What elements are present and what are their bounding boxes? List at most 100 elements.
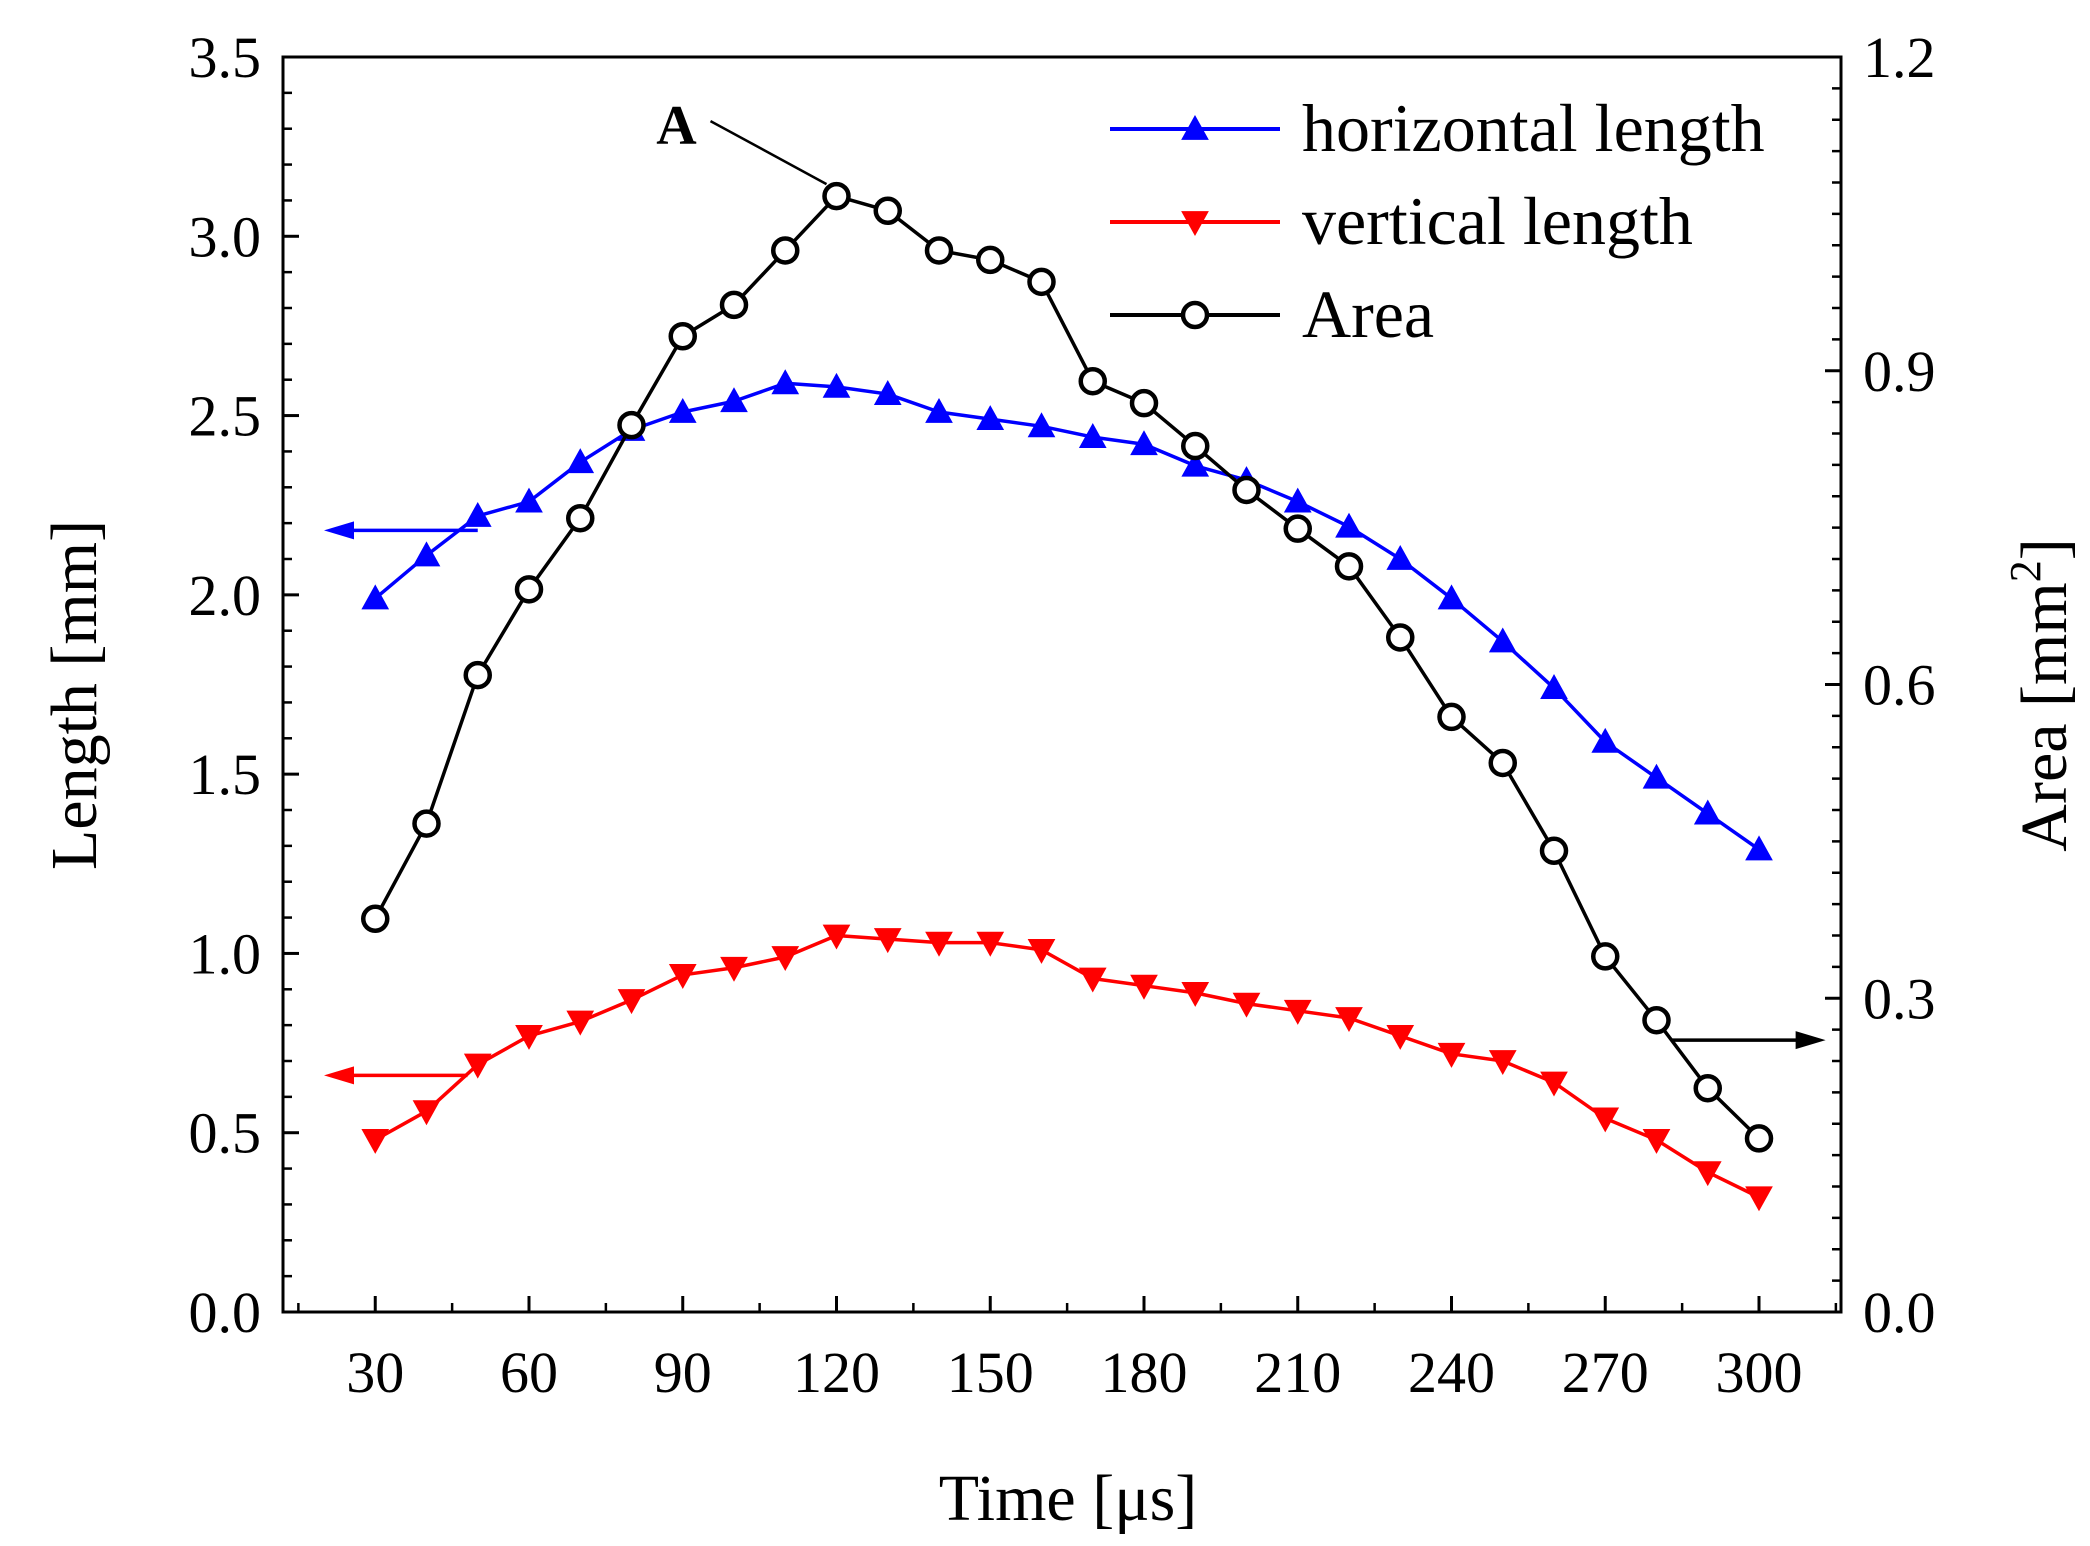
legend-marker (1180, 300, 1210, 330)
data-point-vertical-length (1335, 1007, 1363, 1033)
data-point-area (1642, 1005, 1671, 1035)
data-point-vertical-length (771, 946, 800, 972)
data-point-horizontal-length (1335, 512, 1363, 538)
data-point-area (1386, 623, 1415, 652)
data-point-vertical-length (617, 989, 646, 1015)
y-right-tick-label: 0.3 (1863, 966, 1936, 1031)
data-point-vertical-length (873, 928, 902, 954)
data-point-area (1591, 942, 1620, 971)
data-point-horizontal-length (1283, 487, 1312, 513)
data-point-area (1693, 1073, 1722, 1103)
data-point-area (1744, 1124, 1774, 1153)
data-point-horizontal-length (976, 405, 1005, 431)
data-point-vertical-length (1232, 992, 1261, 1018)
data-point-area (771, 236, 800, 265)
x-tick-label: 240 (1408, 1340, 1495, 1405)
data-point-area (873, 196, 902, 225)
series-area (361, 181, 1774, 1153)
x-tick-label: 150 (947, 1340, 1034, 1405)
legend-label: horizontal length (1302, 90, 1765, 166)
y-left-tick-label: 3.5 (189, 25, 262, 90)
y-right-tick-label: 0.6 (1863, 653, 1936, 718)
series-layer (361, 181, 1774, 1212)
data-point-horizontal-length (1488, 627, 1517, 653)
series-vertical-length (361, 924, 1773, 1212)
y-right-tick-label: 0.0 (1863, 1280, 1936, 1345)
data-point-horizontal-length (771, 369, 800, 395)
y-left-tick-label: 1.0 (189, 921, 262, 986)
data-point-vertical-length (1027, 938, 1056, 964)
annotation-a: A (656, 95, 828, 186)
x-tick-label: 120 (793, 1340, 880, 1405)
x-axis-title: Time [μs] (939, 1462, 1198, 1535)
data-point-vertical-length (976, 931, 1005, 957)
x-tick-label: 30 (346, 1340, 404, 1405)
series-line-vertical-length (374, 933, 1760, 1199)
data-point-vertical-length (822, 924, 851, 950)
data-point-area (719, 290, 749, 320)
data-point-horizontal-length (822, 372, 851, 398)
data-point-vertical-length (1745, 1186, 1773, 1212)
data-point-vertical-length (1283, 999, 1312, 1025)
data-point-area (566, 503, 595, 533)
legend-marker (1181, 114, 1209, 140)
y-right-axis-title-close: ] (2008, 538, 2081, 560)
x-tick-label: 60 (500, 1340, 558, 1405)
data-point-area (617, 410, 646, 440)
data-point-area (514, 575, 544, 604)
data-point-vertical-length (1591, 1107, 1620, 1133)
series-line-area (373, 194, 1761, 1140)
axis-arrow-horizontal-length-head (324, 521, 354, 540)
data-point-vertical-length (1693, 1161, 1722, 1187)
data-point-horizontal-length (1437, 584, 1466, 610)
data-point-area (1283, 514, 1312, 543)
data-point-vertical-length (1642, 1128, 1671, 1154)
axis-arrow-area (1671, 1031, 1826, 1050)
axis-arrow-horizontal-length (324, 521, 478, 540)
data-point-horizontal-length (515, 487, 543, 513)
y-right-tick-label: 0.9 (1863, 339, 1936, 404)
data-point-area (1232, 475, 1261, 505)
data-point-vertical-length (1078, 967, 1107, 993)
data-point-area (1129, 388, 1159, 418)
x-tick-label: 300 (1716, 1340, 1803, 1405)
data-point-vertical-length (1540, 1071, 1568, 1097)
data-point-horizontal-length (1130, 430, 1158, 456)
x-axis: 30 60 90 120 150 180 210 240 270 300 (297, 1296, 1838, 1405)
y-left-tick-label: 0.5 (189, 1101, 262, 1166)
data-point-vertical-length (1181, 981, 1210, 1007)
x-tick-label: 210 (1254, 1340, 1341, 1405)
data-point-vertical-length (412, 1100, 441, 1126)
x-tick-label: 180 (1101, 1340, 1188, 1405)
legend-marker (1181, 211, 1209, 237)
data-point-horizontal-length (720, 387, 748, 413)
data-point-area (1334, 552, 1364, 581)
legend-label: vertical length (1302, 183, 1693, 259)
data-point-horizontal-length (566, 448, 595, 474)
legend-item-area: Area (1110, 276, 1434, 352)
data-point-horizontal-length (1745, 835, 1773, 861)
data-point-area (1078, 366, 1107, 396)
data-point-horizontal-length (1693, 799, 1722, 825)
data-point-horizontal-length (873, 380, 902, 405)
legend-label: Area (1302, 276, 1434, 352)
legend-item-vertical-length: vertical length (1110, 183, 1693, 259)
annotation-layer: A (324, 95, 1826, 1085)
y-right-axis-title-superscript: 2 (2001, 560, 2050, 582)
y-left-tick-label: 1.5 (189, 742, 262, 807)
data-point-area (1539, 836, 1569, 866)
x-tick-label: 270 (1562, 1340, 1649, 1405)
data-point-area (361, 904, 390, 934)
data-point-horizontal-length (412, 541, 441, 567)
data-point-vertical-length (1386, 1025, 1415, 1050)
data-point-vertical-length (1130, 974, 1158, 1000)
annotation-leader-line (709, 119, 828, 186)
y-axis-right: 0.0 0.3 0.6 0.9 1.2 (1825, 25, 1936, 1345)
annotation-label: A (656, 95, 697, 157)
data-point-vertical-length (720, 956, 748, 982)
data-point-horizontal-length (925, 397, 953, 423)
data-point-vertical-length (925, 931, 953, 957)
axis-arrow-vertical-length-head (324, 1066, 354, 1085)
y-axis-left: 0.0 0.5 1.0 1.5 2.0 2.5 3.0 3.5 (189, 25, 299, 1345)
